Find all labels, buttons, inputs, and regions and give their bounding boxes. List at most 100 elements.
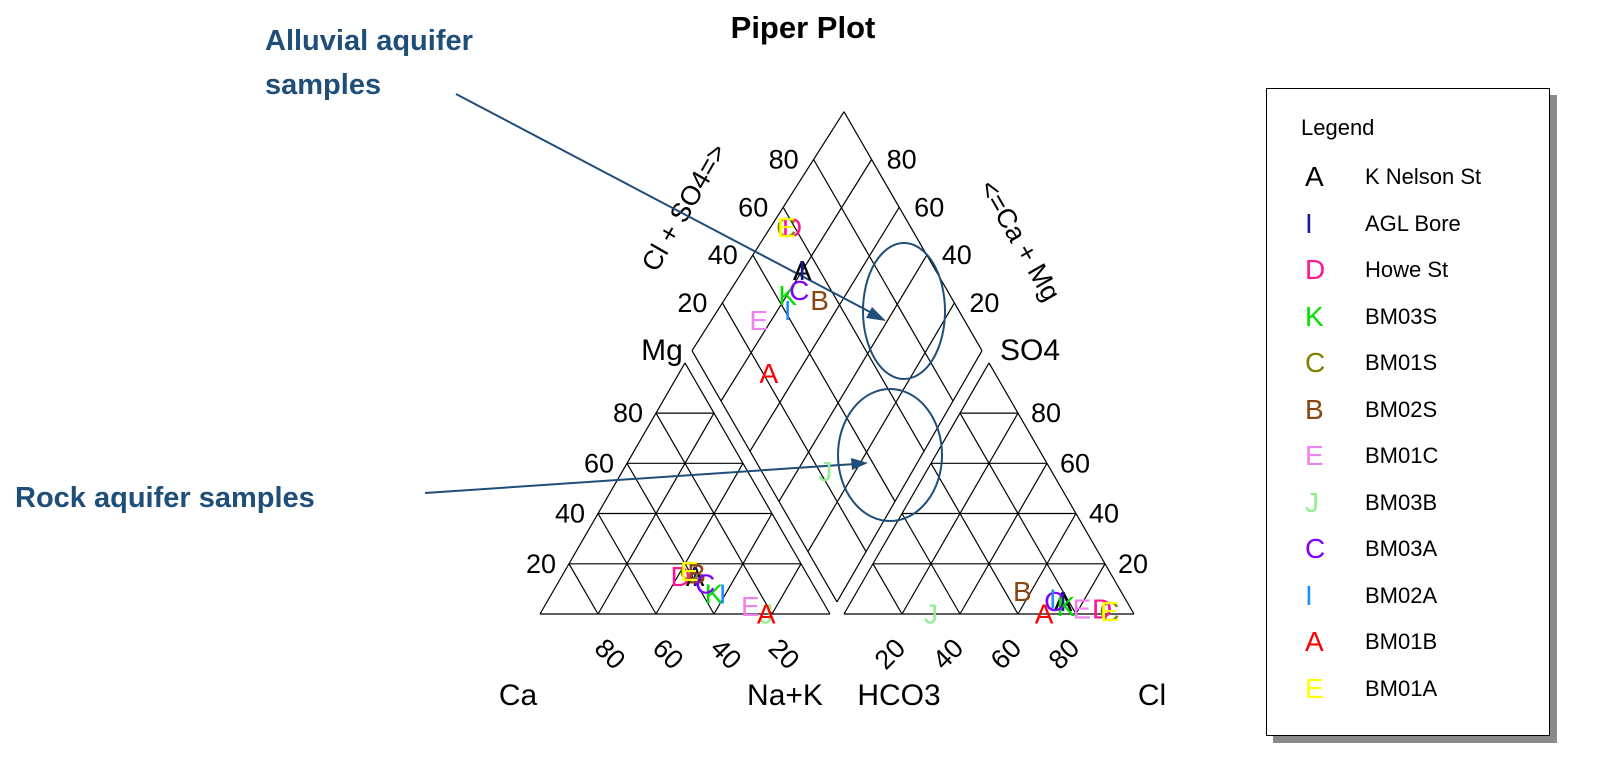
alluvial-cluster-ellipse: [862, 242, 946, 380]
tick-label: 40: [927, 633, 969, 675]
tick-label: 20: [763, 633, 805, 675]
diamond-grid-line: [807, 302, 955, 552]
data-point-cation: E: [741, 591, 760, 622]
data-point-anion: D: [1092, 594, 1112, 625]
cation-triangle-grid-line: [771, 563, 802, 615]
tick-label: 60: [738, 192, 768, 222]
legend-symbol: A: [1305, 626, 1324, 657]
tick-label: 20: [1118, 549, 1148, 579]
diamond-grid-line: [720, 159, 873, 402]
legend-symbol: K: [1305, 300, 1324, 332]
annotation-rock: Rock aquifer samples: [15, 458, 868, 514]
data-point-anion: A: [1054, 586, 1073, 617]
legend-item: D Howe St: [1267, 250, 1547, 290]
legend-item: J BM03B: [1267, 483, 1547, 523]
legend-label: BM01B: [1365, 629, 1438, 654]
data-point-diamond: A: [793, 255, 812, 286]
legend: Legend A K Nelson St I AGL Bore D Howe St K BM0…: [1266, 88, 1550, 736]
diamond-grid-line: [752, 254, 896, 502]
diamond-grid-line: [782, 207, 925, 452]
data-point-cation: C: [695, 568, 715, 599]
anion-triangle-grid-line: [901, 412, 1019, 615]
tick-label: 80: [589, 633, 631, 675]
annotation-alluvial: Alluvial aquifer samples: [265, 25, 886, 321]
legend-label: K Nelson St: [1365, 164, 1482, 189]
tick-label: 40: [705, 633, 747, 675]
legend-label: Howe St: [1365, 257, 1449, 282]
anion-triangle-edge: [988, 362, 1135, 615]
data-point-diamond: A: [760, 358, 779, 389]
annotation-alluvial-arrow: [455, 93, 873, 314]
legend-item: K BM03S: [1267, 297, 1547, 337]
legend-item: A BM01B: [1267, 622, 1547, 662]
legend-item: A K Nelson St: [1267, 157, 1547, 197]
rock-cluster-ellipse: [837, 388, 943, 522]
data-point-cation: J: [759, 599, 773, 630]
anion-triangle-grid-line: [959, 412, 1077, 615]
anion-triangle-edge: [843, 362, 990, 615]
chart-title: Piper Plot: [731, 10, 876, 45]
tick-label: 60: [914, 192, 944, 222]
tick-label: 20: [677, 288, 707, 318]
legend-label: BM02S: [1365, 396, 1438, 422]
tick-label: 40: [555, 499, 585, 529]
legend-symbol: I: [1305, 579, 1313, 611]
data-point-diamond: E: [749, 305, 768, 336]
piper-grid: [539, 111, 1135, 615]
anion-triangle-grid-line: [930, 463, 1019, 615]
data-point-diamond: J: [818, 456, 832, 487]
diamond-edge: [691, 350, 838, 603]
cation-triangle-grid-line: [626, 463, 715, 615]
diamond-edge: [836, 350, 983, 603]
data-point-diamond: K: [778, 280, 797, 311]
data-point-cation: I: [691, 561, 699, 592]
data-point-diamond: C: [789, 275, 809, 306]
annotation-alluvial-arrowhead: [866, 307, 886, 321]
legend-label: BM01C: [1365, 443, 1439, 468]
diamond-grid-line: [813, 159, 954, 402]
legend-item: I AGL Bore: [1267, 204, 1547, 244]
data-point-anion: E: [1072, 594, 1091, 625]
anion-triangle-grid-line: [1075, 563, 1106, 615]
data-point-diamond: B: [810, 285, 829, 316]
axis-label-nak: Na+K: [747, 679, 823, 712]
legend-item: E BM01C: [1267, 436, 1547, 476]
data-point-anion: I: [1059, 586, 1067, 617]
diamond-grid-line: [778, 254, 928, 502]
data-point-anion: B: [1013, 576, 1032, 607]
axis-label-ca: Ca: [499, 679, 538, 712]
tick-label: 80: [1031, 398, 1061, 428]
data-point-diamond: I: [784, 295, 792, 326]
legend-label: BM03B: [1365, 489, 1438, 515]
data-point-anion: A: [1035, 599, 1054, 630]
tick-label: 20: [869, 633, 911, 675]
tick-label: 60: [1060, 448, 1090, 478]
cation-triangle-edge: [684, 362, 831, 615]
tick-label: 60: [985, 633, 1027, 675]
tick-label: 20: [969, 288, 999, 318]
cation-triangle-grid-line: [655, 463, 744, 615]
tick-label: 40: [708, 240, 738, 270]
data-point-diamond: C: [776, 212, 796, 243]
legend-item: I BM02A: [1267, 576, 1547, 616]
legend-symbol: E: [1305, 672, 1324, 704]
legend-label: BM01A: [1365, 675, 1438, 701]
data-point-diamond: I: [798, 255, 806, 286]
data-point-cation: B: [687, 558, 706, 589]
annotation-rock-arrowhead: [851, 458, 868, 470]
data-point-anion: C: [1044, 586, 1064, 617]
legend-label: BM03S: [1365, 303, 1438, 329]
diamond-edge: [691, 111, 845, 352]
annotation-rock-text: Rock aquifer samples: [15, 482, 315, 514]
data-point-cation: A: [757, 599, 776, 630]
legend-symbol: A: [1305, 161, 1324, 192]
data-point-cation: I: [719, 578, 727, 609]
data-point-diamond: E: [777, 212, 796, 243]
data-point-cation: K: [705, 578, 724, 609]
diamond-grid-line: [721, 302, 867, 552]
axis-label-so4: SO4: [1000, 334, 1060, 367]
cation-triangle-grid-line: [655, 412, 773, 615]
